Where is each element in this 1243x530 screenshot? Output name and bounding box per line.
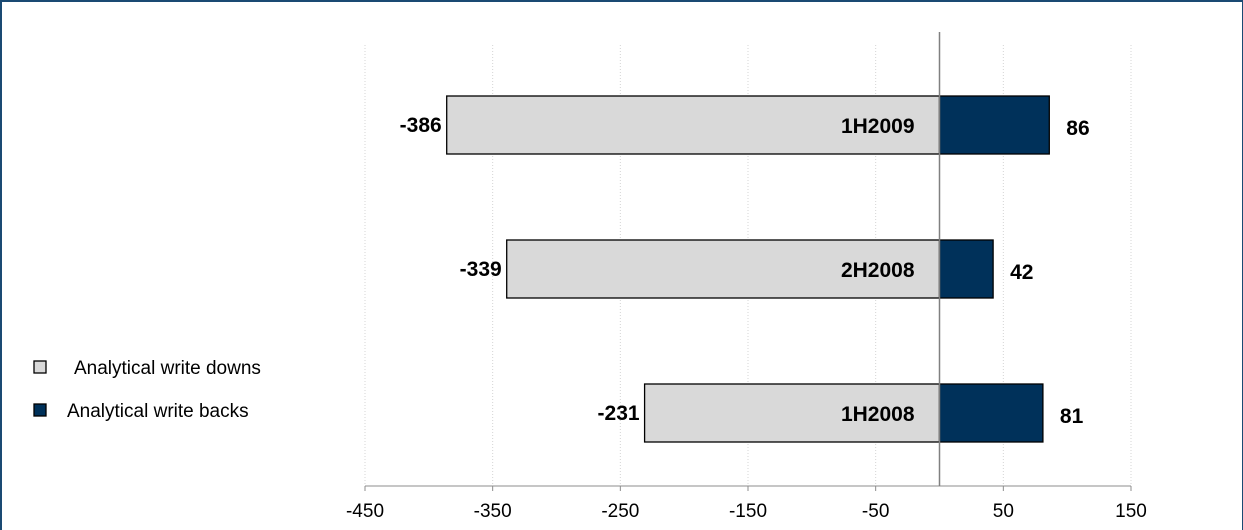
write-back-bar bbox=[938, 95, 1050, 155]
write-back-value-label: 42 bbox=[1010, 261, 1033, 284]
category-label: 1H2008 bbox=[841, 403, 915, 426]
write-down-value-label: -339 bbox=[460, 258, 502, 281]
write-back-bar bbox=[938, 383, 1044, 443]
x-tick-label: -150 bbox=[729, 501, 767, 522]
legend-label: Analytical write backs bbox=[67, 401, 249, 422]
x-tick-label: 50 bbox=[993, 501, 1014, 522]
x-tick-label: -450 bbox=[346, 501, 384, 522]
write-back-value-label: 81 bbox=[1060, 405, 1084, 428]
legend-swatch bbox=[33, 403, 47, 417]
x-tick-label: -350 bbox=[474, 501, 512, 522]
x-tick-label: -50 bbox=[862, 501, 889, 522]
legend-label: Analytical write downs bbox=[74, 358, 261, 379]
category-label: 2H2008 bbox=[841, 259, 915, 282]
write-back-bar bbox=[938, 239, 994, 299]
x-tick-label: -250 bbox=[601, 501, 639, 522]
category-label: 1H2009 bbox=[841, 115, 915, 138]
write-down-value-label: -386 bbox=[400, 114, 442, 137]
legend-swatch bbox=[33, 360, 47, 374]
write-down-bar bbox=[643, 383, 941, 443]
write-down-bar bbox=[506, 239, 941, 299]
write-down-value-label: -231 bbox=[598, 402, 640, 425]
write-back-value-label: 86 bbox=[1066, 117, 1089, 140]
x-tick-label: 150 bbox=[1115, 501, 1147, 522]
